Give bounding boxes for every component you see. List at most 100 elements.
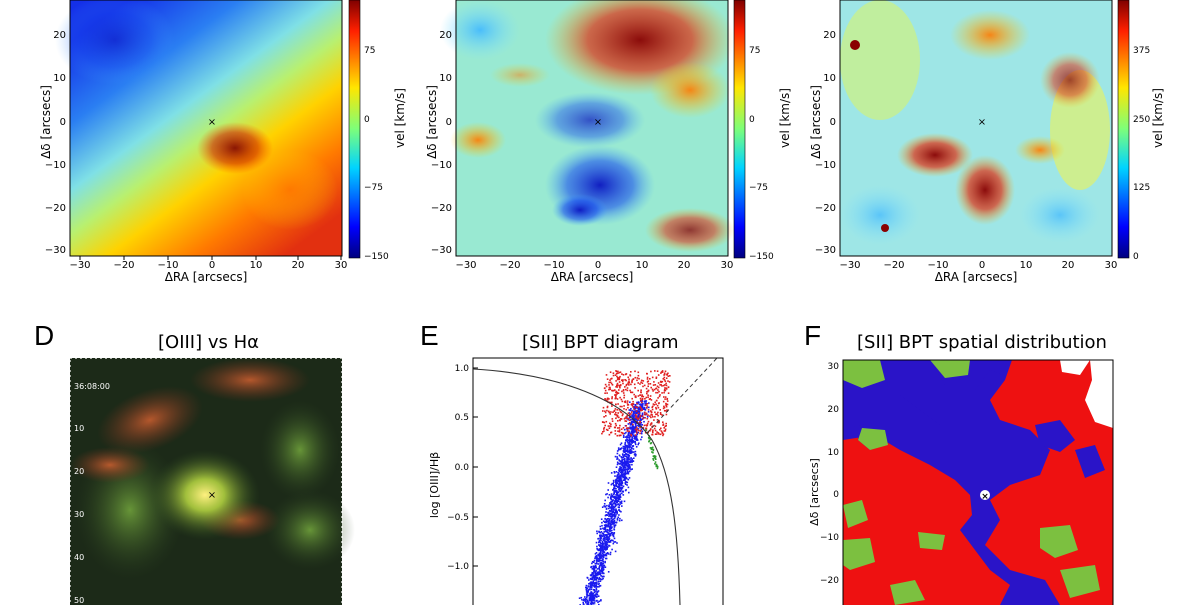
bpt-point bbox=[615, 485, 617, 487]
bpt-point bbox=[636, 410, 639, 412]
bpt-point bbox=[666, 403, 669, 406]
bpt-point bbox=[592, 602, 594, 605]
bpt-point bbox=[619, 384, 622, 386]
colorbar-tick: 0 bbox=[364, 115, 370, 125]
bpt-point bbox=[616, 452, 619, 455]
bpt-point bbox=[600, 562, 603, 564]
bpt-point bbox=[607, 533, 610, 535]
bpt-point bbox=[665, 405, 668, 408]
bpt-point bbox=[620, 434, 622, 437]
bpt-point bbox=[640, 403, 642, 406]
bpt-point bbox=[608, 518, 611, 521]
bpt-point bbox=[623, 459, 626, 461]
bpt-point bbox=[599, 553, 602, 555]
bpt-point bbox=[625, 420, 628, 422]
bpt-point bbox=[610, 472, 613, 474]
bpt-point bbox=[626, 458, 628, 460]
y-tick: 0 bbox=[60, 117, 66, 128]
bpt-point bbox=[593, 559, 596, 562]
bpt-point bbox=[656, 433, 658, 435]
bpt-point bbox=[626, 417, 628, 419]
bpt-point bbox=[638, 429, 640, 432]
bpt-point bbox=[641, 414, 644, 416]
bpt-point bbox=[610, 526, 612, 528]
bpt-point bbox=[591, 584, 593, 587]
bpt-point bbox=[613, 517, 616, 520]
bpt-point bbox=[657, 386, 660, 389]
bpt-point bbox=[659, 433, 662, 436]
bpt-point bbox=[595, 587, 598, 589]
y-tick: −20 bbox=[815, 203, 836, 214]
bpt-point bbox=[646, 416, 649, 418]
bpt-point bbox=[599, 584, 602, 587]
bpt-point bbox=[642, 417, 644, 420]
bpt-point bbox=[664, 387, 666, 389]
bpt-point bbox=[614, 524, 617, 526]
bpt-point bbox=[627, 457, 630, 460]
bpt-point bbox=[622, 494, 625, 496]
bpt-point bbox=[654, 370, 656, 372]
bpt-point bbox=[610, 423, 612, 426]
bpt-point bbox=[631, 379, 634, 381]
bpt-point bbox=[618, 454, 621, 457]
bpt-point bbox=[663, 379, 666, 381]
y-axis-label-e: log [OIII]/Hβ bbox=[428, 452, 441, 518]
bpt-point bbox=[585, 588, 588, 591]
bpt-point bbox=[597, 590, 600, 592]
bpt-point bbox=[602, 555, 605, 558]
bpt-point bbox=[594, 573, 597, 576]
bpt-point bbox=[613, 409, 616, 412]
bpt-point bbox=[614, 541, 617, 543]
bpt-point bbox=[599, 569, 602, 572]
bpt-point bbox=[611, 389, 613, 392]
bpt-point bbox=[637, 443, 639, 446]
bpt-point bbox=[623, 408, 625, 410]
bpt-point bbox=[614, 516, 616, 518]
colorbar-tick: 75 bbox=[749, 46, 760, 56]
bpt-point bbox=[611, 384, 614, 386]
top-row-panels: × −30 −20 −10 0 10 20 30 ΔRA [arcsecs] 2… bbox=[39, 0, 1165, 284]
bpt-point bbox=[620, 473, 623, 476]
bpt-point bbox=[618, 504, 621, 507]
bpt-point bbox=[616, 414, 619, 417]
bpt-point bbox=[660, 384, 662, 386]
bpt-point bbox=[605, 548, 608, 551]
bpt-point bbox=[630, 443, 632, 446]
bpt-point bbox=[667, 375, 670, 377]
bpt-point bbox=[631, 409, 633, 412]
bpt-point bbox=[650, 413, 652, 416]
bpt-point bbox=[608, 534, 611, 537]
panel-title-d: [OIII] vs Hα bbox=[158, 332, 260, 353]
bpt-point bbox=[624, 386, 626, 388]
bpt-point bbox=[621, 380, 624, 383]
bpt-point bbox=[600, 534, 603, 536]
bpt-point bbox=[607, 530, 609, 532]
x-axis-label-b: ΔRA [arcsecs] bbox=[551, 270, 634, 284]
bpt-point bbox=[644, 411, 646, 414]
bpt-point bbox=[611, 503, 614, 506]
bpt-point bbox=[610, 498, 613, 500]
bpt-point bbox=[595, 584, 597, 587]
bpt-point bbox=[622, 454, 624, 456]
bpt-point bbox=[618, 485, 621, 487]
bpt-point bbox=[632, 378, 635, 380]
bpt-point bbox=[615, 509, 617, 512]
bpt-point bbox=[632, 440, 634, 442]
bpt-point bbox=[604, 383, 607, 386]
bpt-point bbox=[635, 410, 638, 412]
bpt-point bbox=[603, 545, 606, 548]
bpt-point bbox=[603, 548, 605, 550]
bpt-point bbox=[622, 467, 625, 470]
y-tick: −10 bbox=[45, 160, 66, 171]
bpt-point bbox=[594, 567, 596, 570]
bpt-point bbox=[618, 385, 621, 388]
bpt-point bbox=[597, 563, 600, 565]
bpt-point bbox=[631, 429, 634, 431]
bpt-point bbox=[592, 592, 595, 595]
bpt-point bbox=[602, 562, 604, 565]
bpt-point bbox=[631, 436, 634, 439]
bpt-point bbox=[620, 479, 623, 482]
bpt-point bbox=[617, 496, 620, 498]
bpt-point bbox=[649, 378, 651, 380]
bpt-point bbox=[607, 513, 610, 515]
